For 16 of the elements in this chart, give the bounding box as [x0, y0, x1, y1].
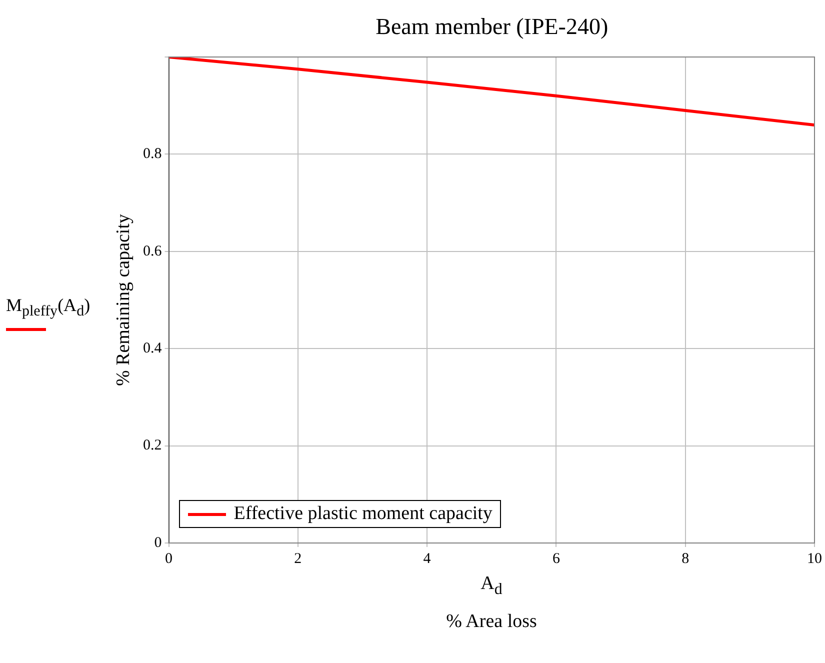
- x-tick-label: 0: [165, 550, 172, 567]
- x-tick-label: 4: [423, 550, 432, 567]
- y-tick-label: 0.6: [143, 243, 162, 260]
- legend-label: Effective plastic moment capacity: [234, 503, 492, 525]
- y-axis-title: % Remaining capacity: [112, 214, 135, 386]
- text: M$_{pleffy}$(A$_{d}$): [6, 295, 90, 321]
- y-tick-label: 0.8: [143, 146, 162, 162]
- y-tick-label: 0.2: [143, 438, 162, 454]
- y-tick-label: 0: [154, 534, 162, 551]
- x-tick-label: 8: [682, 550, 690, 567]
- x-axis-title: A$_{d}$ % Area loss: [446, 573, 537, 633]
- x-tick-label: 10: [807, 550, 822, 567]
- chart-title: Beam member (IPE-240): [376, 14, 608, 40]
- x-tick-label: 2: [294, 550, 302, 567]
- x-tick-label: 6: [552, 550, 560, 567]
- y-tick-label: 0.4: [143, 340, 162, 357]
